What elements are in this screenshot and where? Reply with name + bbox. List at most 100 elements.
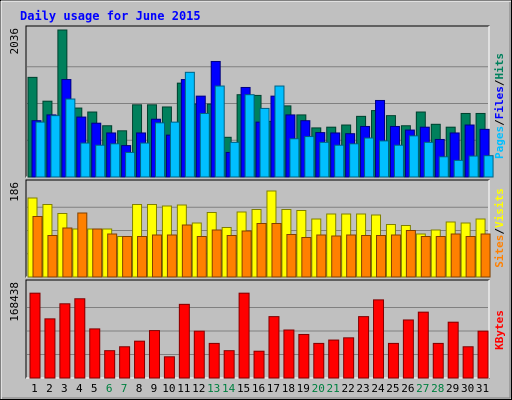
legend-separator: / (493, 119, 506, 126)
x-tick-label: 30 (461, 382, 474, 395)
bar-kbytes-day-25 (387, 342, 399, 379)
bar-pages-day-7 (125, 151, 136, 178)
bar-kbytes-day-4 (74, 298, 86, 379)
x-tick-label: 7 (121, 382, 128, 395)
bar-sites-day-4 (77, 212, 88, 278)
bar-pages-day-9 (154, 122, 165, 178)
legend-entry-sites: Sites (493, 235, 506, 268)
legend-separator: / (493, 228, 506, 235)
bar-sites-day-30 (465, 236, 476, 278)
x-tick-label: 4 (76, 382, 83, 395)
x-tick-label: 21 (327, 382, 340, 395)
bar-kbytes-day-6 (104, 350, 116, 379)
bar-pages-day-18 (289, 138, 300, 178)
bar-kbytes-day-30 (462, 346, 474, 379)
chart-title: Daily usage for June 2015 (20, 9, 201, 23)
bar-sites-day-14 (226, 235, 237, 278)
bar-pages-day-26 (408, 135, 419, 178)
x-tick-label: 10 (162, 382, 175, 395)
x-tick-label: 24 (371, 382, 385, 395)
bar-pages-day-23 (364, 137, 375, 178)
bar-kbytes-day-28 (432, 342, 444, 379)
bar-kbytes-day-22 (343, 337, 355, 379)
bar-sites-day-13 (211, 229, 222, 278)
bar-sites-day-26 (405, 230, 416, 278)
legend-kbytes: KBytes (493, 310, 506, 350)
x-tick-label: 3 (61, 382, 68, 395)
x-tick-label: 11 (177, 382, 190, 395)
panel-visits-sites: 186 Sites/Visits (8, 179, 506, 278)
bar-kbytes-day-17 (268, 316, 280, 379)
bar-sites-day-7 (122, 236, 133, 278)
bar-pages-day-14 (229, 141, 240, 178)
bar-kbytes-day-27 (417, 311, 429, 379)
bar-sites-day-29 (450, 233, 461, 278)
bar-kbytes-day-19 (298, 333, 310, 379)
bar-sites-day-12 (196, 236, 207, 278)
bar-kbytes-day-21 (328, 339, 340, 379)
bar-pages-day-31 (483, 155, 494, 178)
bar-pages-day-25 (393, 144, 404, 178)
x-tick-label: 23 (356, 382, 369, 395)
bar-kbytes-day-9 (148, 330, 160, 379)
legend-hits-files-pages: Pages/Files/Hits (493, 53, 506, 159)
bar-pages-day-22 (349, 143, 360, 178)
x-tick-label: 29 (446, 382, 459, 395)
bar-pages-day-19 (304, 136, 315, 178)
x-tick-label: 20 (312, 382, 325, 395)
x-tick-label: 15 (237, 382, 250, 395)
x-tick-label: 1 (31, 382, 38, 395)
bar-kbytes-day-8 (134, 340, 146, 379)
x-tick-label: 13 (207, 382, 220, 395)
bar-kbytes-day-12 (193, 330, 205, 379)
bar-pages-day-16 (259, 107, 270, 178)
bar-sites-day-9 (151, 234, 162, 278)
x-tick-label: 6 (106, 382, 113, 395)
bar-sites-day-10 (166, 234, 177, 278)
bar-pages-day-28 (438, 156, 449, 178)
y-max-label: 186 (8, 182, 21, 202)
bar-kbytes-day-11 (178, 303, 190, 379)
bar-sites-day-8 (137, 236, 148, 278)
bar-sites-day-27 (420, 236, 431, 278)
bar-pages-day-8 (140, 142, 151, 178)
bar-sites-day-31 (480, 233, 491, 278)
x-tick-label: 22 (341, 382, 354, 395)
legend-visits-sites: Sites/Visits (493, 188, 506, 268)
bar-sites-day-18 (286, 234, 297, 278)
bar-pages-day-4 (80, 142, 91, 178)
bar-sites-day-21 (331, 235, 342, 278)
bar-sites-day-11 (181, 224, 192, 278)
bar-kbytes-day-20 (313, 342, 325, 379)
bar-kbytes-day-23 (358, 316, 370, 379)
bar-pages-day-11 (184, 71, 195, 178)
bar-sites-day-28 (435, 236, 446, 278)
panel-kbytes: 168438 KBytes (8, 279, 506, 379)
x-tick-label: 26 (401, 382, 414, 395)
x-tick-label: 16 (252, 382, 265, 395)
bar-sites-day-20 (316, 234, 327, 278)
x-tick-label: 12 (192, 382, 205, 395)
bar-sites-day-19 (301, 237, 312, 278)
bar-sites-day-17 (271, 223, 282, 278)
bar-pages-day-2 (50, 115, 61, 178)
bar-kbytes-day-24 (373, 299, 385, 379)
x-tick-label: 9 (151, 382, 158, 395)
bar-sites-day-5 (92, 228, 103, 278)
bar-pages-day-10 (169, 121, 180, 178)
bar-pages-day-3 (65, 98, 76, 178)
legend-entry-pages: Pages (493, 126, 506, 159)
x-tick-label: 25 (386, 382, 399, 395)
bar-pages-day-27 (423, 141, 434, 178)
bar-kbytes-day-5 (89, 328, 101, 379)
legend-entry-kbytes: KBytes (493, 310, 506, 350)
bar-pages-day-6 (110, 143, 121, 178)
bar-sites-day-24 (376, 235, 387, 278)
bar-sites-day-25 (390, 234, 401, 278)
bar-pages-day-1 (35, 121, 46, 178)
bar-sites-day-22 (346, 234, 357, 278)
x-tick-label: 28 (431, 382, 444, 395)
x-tick-label: 14 (222, 382, 236, 395)
